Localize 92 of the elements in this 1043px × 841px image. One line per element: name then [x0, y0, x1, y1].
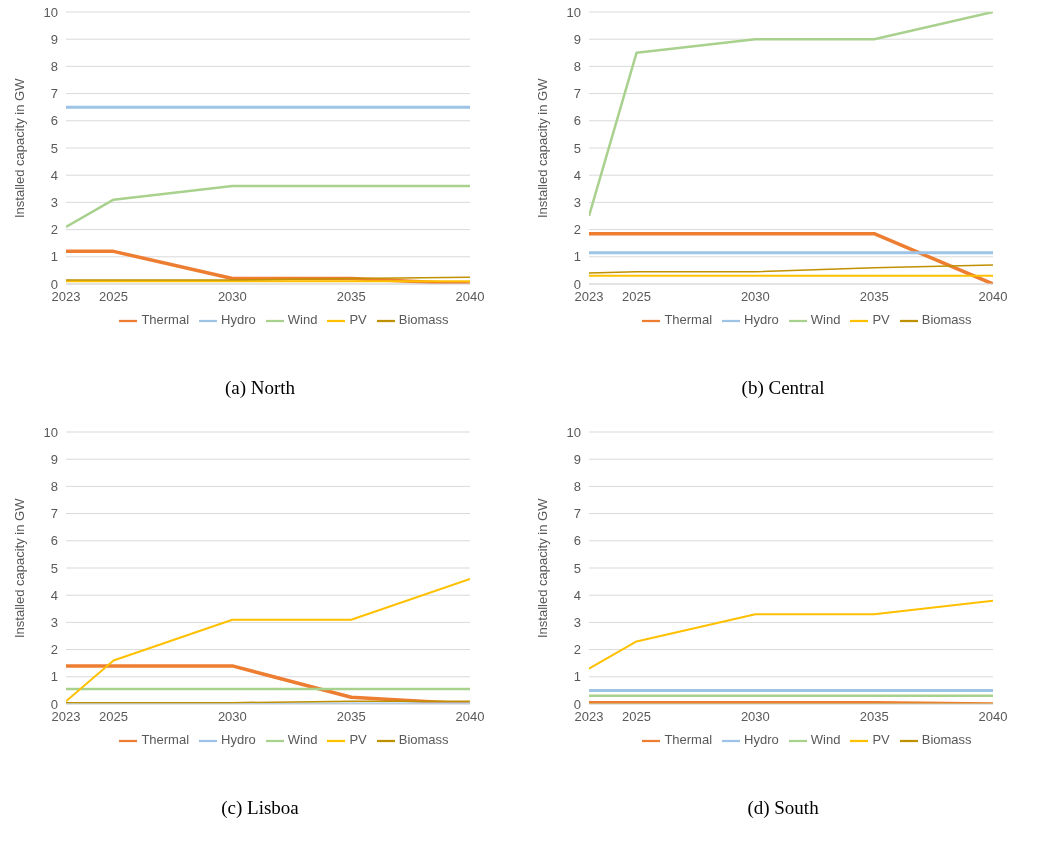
y-axis-title: Installed capacity in GW [11, 497, 27, 638]
y-axis-title: Installed capacity in GW [534, 77, 550, 218]
y-tick-label: 1 [573, 249, 581, 265]
legend-label: Hydro [221, 732, 256, 748]
y-tick-label: 2 [50, 642, 58, 658]
legend-label: Hydro [221, 312, 256, 328]
y-tick-label: 2 [50, 222, 58, 238]
y-tick-label: 4 [50, 167, 58, 183]
y-tick-label: 3 [50, 195, 58, 211]
y-tick-label: 6 [50, 113, 58, 129]
y-tick-label: 8 [50, 59, 58, 75]
y-tick-label: 6 [573, 113, 581, 129]
y-tick-label: 0 [573, 276, 581, 292]
y-tick-label: 7 [573, 506, 581, 522]
y-tick-label: 8 [573, 479, 581, 495]
x-tick-label: 2030 [740, 709, 770, 725]
legend-label: Thermal [141, 312, 190, 328]
y-tick-label: 8 [50, 479, 58, 495]
x-tick-label: 2040 [978, 709, 1008, 725]
x-tick-label: 2035 [336, 289, 366, 305]
x-tick-label: 2023 [51, 289, 81, 305]
x-tick-label: 2025 [622, 289, 651, 305]
y-axis-title: Installed capacity in GW [11, 77, 27, 218]
y-tick-label: 3 [573, 615, 581, 631]
y-tick-label: 0 [573, 696, 581, 712]
x-tick-label: 2030 [217, 709, 247, 725]
y-tick-label: 2 [573, 222, 581, 238]
y-tick-label: 7 [50, 506, 58, 522]
legend-label: Biomass [921, 312, 972, 328]
x-tick-label: 2040 [455, 289, 485, 305]
legend-label: Biomass [398, 732, 449, 748]
y-tick-label: 3 [50, 615, 58, 631]
text: (d) South [746, 797, 820, 819]
y-tick-label: 6 [50, 533, 58, 549]
legend-label: PV [349, 732, 367, 748]
y-tick-label: 4 [573, 167, 581, 183]
y-tick-label: 5 [50, 560, 58, 576]
y-tick-label: 2 [573, 642, 581, 658]
y-tick-label: 1 [50, 249, 58, 265]
x-tick-label: 2040 [978, 289, 1008, 305]
y-tick-label: 10 [566, 424, 581, 440]
legend-label: Thermal [141, 732, 190, 748]
y-tick-label: 8 [573, 59, 581, 75]
legend-label: Biomass [921, 732, 972, 748]
x-tick-label: 2025 [99, 709, 128, 725]
y-tick-label: 9 [50, 31, 58, 47]
x-tick-label: 2035 [859, 709, 889, 725]
y-tick-label: 10 [43, 424, 58, 440]
legend-label: Hydro [744, 732, 779, 748]
legend-label: Biomass [398, 312, 449, 328]
text: (b) Central [740, 377, 826, 399]
x-tick-label: 2035 [859, 289, 889, 305]
x-tick-label: 2035 [336, 709, 366, 725]
y-tick-label: 0 [50, 696, 58, 712]
legend-label: Wind [287, 732, 318, 748]
x-tick-label: 2023 [574, 709, 604, 725]
legend-label: PV [349, 312, 367, 328]
y-tick-label: 4 [573, 587, 581, 603]
y-tick-label: 4 [50, 587, 58, 603]
legend-label: PV [872, 312, 890, 328]
y-tick-label: 7 [50, 86, 58, 102]
y-axis-title: Installed capacity in GW [534, 497, 550, 638]
legend-label: Wind [810, 312, 841, 328]
legend-label: Wind [810, 732, 841, 748]
y-tick-label: 5 [573, 560, 581, 576]
y-tick-label: 9 [50, 451, 58, 467]
legend-label: Thermal [664, 312, 713, 328]
y-tick-label: 6 [573, 533, 581, 549]
y-tick-label: 5 [50, 140, 58, 156]
text: (c) Lisboa [220, 797, 300, 819]
legend-label: Hydro [744, 312, 779, 328]
y-tick-label: 7 [573, 86, 581, 102]
legend-label: Wind [287, 312, 318, 328]
x-tick-label: 2025 [99, 289, 128, 305]
y-tick-label: 10 [566, 4, 581, 20]
x-tick-label: 2030 [217, 289, 247, 305]
x-tick-label: 2030 [740, 289, 770, 305]
text: (a) North [223, 377, 297, 399]
y-tick-label: 1 [50, 669, 58, 685]
x-tick-label: 2040 [455, 709, 485, 725]
x-tick-label: 2023 [51, 709, 81, 725]
y-tick-label: 10 [43, 4, 58, 20]
y-tick-label: 3 [573, 195, 581, 211]
y-tick-label: 0 [50, 276, 58, 292]
y-tick-label: 9 [573, 451, 581, 467]
y-tick-label: 9 [573, 31, 581, 47]
x-tick-label: 2025 [622, 709, 651, 725]
legend-label: PV [872, 732, 890, 748]
legend-label: Thermal [664, 732, 713, 748]
x-tick-label: 2023 [574, 289, 604, 305]
y-tick-label: 5 [573, 140, 581, 156]
y-tick-label: 1 [573, 669, 581, 685]
